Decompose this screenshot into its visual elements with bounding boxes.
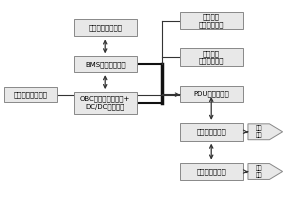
Polygon shape — [248, 124, 283, 140]
Bar — [180, 86, 243, 102]
Polygon shape — [248, 164, 283, 179]
Bar — [180, 48, 243, 66]
Text: 磷酸铁锂动力电池: 磷酸铁锂动力电池 — [88, 24, 122, 31]
Bar — [180, 12, 243, 29]
Bar — [74, 92, 136, 114]
Text: OBC车载交流充电机+
DC/DC转换单元: OBC车载交流充电机+ DC/DC转换单元 — [80, 96, 130, 110]
Text: BMS电池管理系统: BMS电池管理系统 — [85, 61, 125, 68]
Text: 系统其它
低压用电单元: 系统其它 低压用电单元 — [199, 13, 224, 28]
Bar — [180, 123, 243, 141]
Text: 上装
电机: 上装 电机 — [255, 165, 262, 178]
Bar — [4, 87, 57, 102]
Text: 驱动
电机: 驱动 电机 — [255, 126, 262, 138]
Bar — [74, 19, 136, 36]
Text: 驱动电机控制器: 驱动电机控制器 — [196, 128, 226, 135]
Text: 系统其它
高压用电单元: 系统其它 高压用电单元 — [199, 50, 224, 64]
Text: 上装电机控制器: 上装电机控制器 — [196, 168, 226, 175]
Bar — [74, 56, 136, 72]
Text: 刹车油门档位信号: 刹车油门档位信号 — [14, 91, 48, 98]
Text: PDU高压配电盒: PDU高压配电盒 — [193, 91, 229, 97]
Bar — [180, 163, 243, 180]
